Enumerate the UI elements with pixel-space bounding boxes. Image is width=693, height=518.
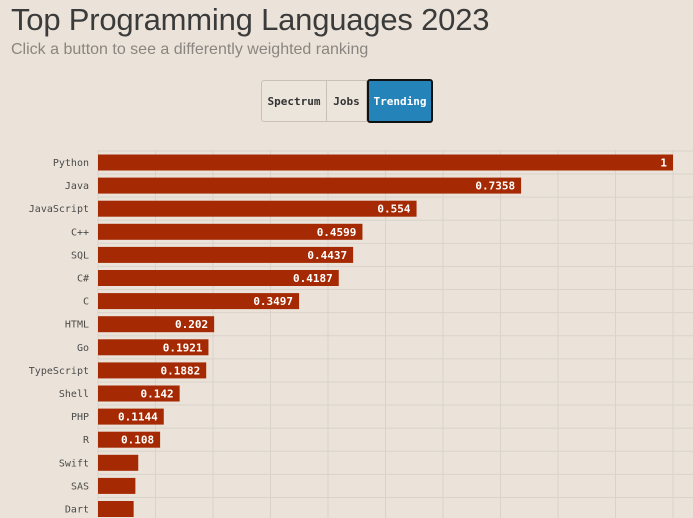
bar-javascript <box>98 200 417 217</box>
category-label: C++ <box>71 227 89 238</box>
data-label: 0.1921 <box>163 341 203 354</box>
data-label: 0.554 <box>377 203 410 216</box>
bar-php <box>98 408 164 425</box>
category-label: SAS <box>71 481 89 492</box>
data-label: 0.202 <box>175 318 208 331</box>
data-label: 0.4437 <box>307 249 347 262</box>
bar-java <box>98 177 522 194</box>
bar-typescript <box>98 362 207 379</box>
bar-sas <box>98 477 136 494</box>
jobs-button[interactable]: Jobs <box>327 80 367 122</box>
data-label: 0.142 <box>141 388 174 401</box>
page-subtitle: Click a button to see a differently weig… <box>11 41 369 58</box>
category-label: Dart <box>65 505 89 516</box>
bar-shell <box>98 385 180 402</box>
trending-button[interactable]: Trending <box>367 79 433 123</box>
data-label: 0.1882 <box>160 364 200 377</box>
page-title: Top Programming Languages 2023 <box>11 2 490 37</box>
bar-c <box>98 293 300 310</box>
spectrum-button[interactable]: Spectrum <box>261 80 327 122</box>
bar-r <box>98 431 161 448</box>
data-label: 0.7358 <box>475 180 515 193</box>
bar-swift <box>98 454 139 471</box>
data-label: 0.4599 <box>317 226 357 239</box>
category-label: Java <box>65 181 89 192</box>
bar-dart <box>98 501 134 517</box>
bar-html <box>98 316 215 333</box>
category-label: TypeScript <box>29 366 89 377</box>
category-label: C# <box>77 274 89 285</box>
ranking-bar-chart: Python 1 Java 0.7358 JavaScript 0.554 C++ 0.459… <box>29 150 693 518</box>
category-label: Python <box>53 158 89 169</box>
data-label: 1 <box>660 157 667 170</box>
category-label: HTML <box>65 320 89 331</box>
data-label: 0.108 <box>121 434 154 447</box>
data-label: 0.3497 <box>253 295 293 308</box>
category-label: SQL <box>71 250 89 261</box>
category-label: R <box>83 435 90 446</box>
bar-c- <box>98 223 363 240</box>
bar-sql <box>98 246 354 263</box>
category-label: Swift <box>59 458 89 469</box>
category-label: JavaScript <box>29 204 89 215</box>
data-label: 0.1144 <box>118 411 158 424</box>
bar-python <box>98 154 673 171</box>
bar-go <box>98 339 209 356</box>
category-label: PHP <box>71 412 89 423</box>
ranking-button-group: Spectrum Jobs Trending <box>261 79 433 123</box>
data-label: 0.4187 <box>293 272 333 285</box>
bar-c- <box>98 270 339 286</box>
category-label: Go <box>77 343 89 354</box>
category-label: Shell <box>59 389 89 400</box>
category-label: C <box>83 297 89 308</box>
